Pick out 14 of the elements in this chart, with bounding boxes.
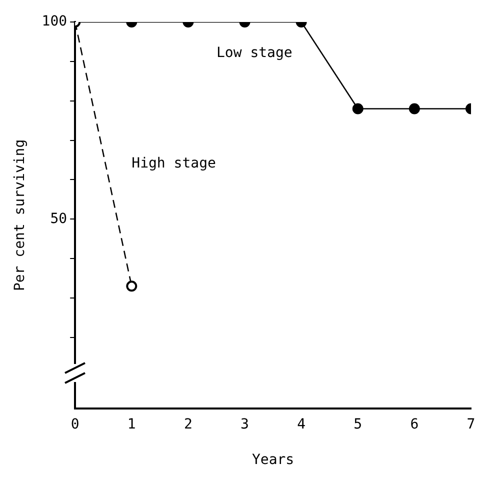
- x-tick-label: 1: [127, 416, 136, 432]
- series-label: High stage: [132, 156, 216, 172]
- x-tick-label: 3: [240, 416, 249, 432]
- x-tick-label: 4: [297, 416, 306, 432]
- x-axis-title: Years: [252, 452, 294, 468]
- x-tick-label: 5: [354, 416, 362, 432]
- x-tick-label: 6: [410, 416, 419, 432]
- y-axis-title: Per cent surviving: [12, 139, 28, 292]
- y-tick-label: 50: [50, 210, 68, 227]
- x-tick-label: 2: [184, 416, 192, 432]
- x-tick-label: 0: [70, 416, 80, 432]
- series-label: Low stage: [216, 45, 292, 62]
- y-tick-label: 100: [42, 14, 68, 30]
- x-tick-label: 7: [466, 416, 476, 432]
